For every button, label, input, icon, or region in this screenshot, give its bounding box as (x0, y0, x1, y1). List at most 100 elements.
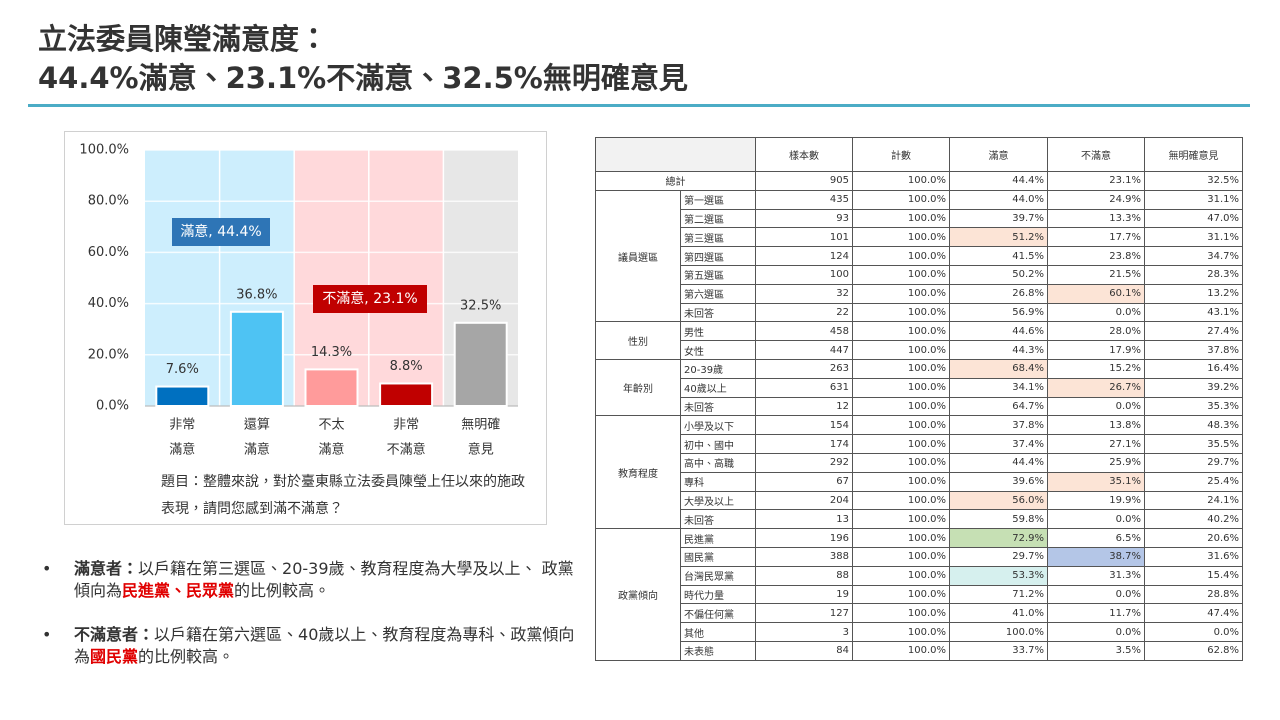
group-label: 年齡別 (595, 358, 681, 417)
table-row: 國民黨 388 100.0% 29.7% 38.7% 31.6% (596, 546, 1243, 567)
bar (379, 382, 434, 407)
cell: 29.7% (1144, 452, 1243, 473)
row-label: 第五選區 (680, 264, 756, 285)
bullet-text: 的比例較高。 (234, 581, 331, 600)
value-label: 32.5% (460, 298, 501, 313)
cell: 37.8% (1144, 340, 1243, 360)
x-tick-label: 非常 (393, 418, 419, 433)
table-row: 初中、國中 174 100.0% 37.4% 27.1% 35.5% (596, 434, 1243, 454)
cell: 0.0% (1047, 622, 1145, 642)
cell: 26.7% (1047, 377, 1145, 398)
cell: 51.2% (949, 227, 1048, 248)
cell: 44.0% (949, 189, 1048, 210)
bar (155, 385, 210, 408)
bullet-list: 滿意者：以戶籍在第三選區、20-39歲、教育程度為大學及以上、 政黨傾向為民進黨… (42, 558, 582, 690)
cell: 3.5% (1047, 640, 1145, 661)
row-label: 第六選區 (680, 283, 756, 304)
cell: 0.0% (1144, 622, 1243, 642)
row-label: 第二選區 (680, 208, 756, 229)
cell: 27.1% (1047, 434, 1145, 454)
table-row: 第五選區 100 100.0% 50.2% 21.5% 28.3% (596, 264, 1243, 285)
cell: 44.6% (949, 321, 1048, 342)
cell: 21.5% (1047, 264, 1145, 285)
total-row: 總計 905 100.0% 44.4% 23.1% 32.5% (595, 171, 1243, 191)
cell: 41.5% (949, 246, 1048, 266)
annotation: 不滿意, 23.1% (322, 290, 417, 307)
row-label: 未回答 (680, 509, 756, 530)
value-label: 36.8% (236, 287, 277, 302)
cell: 84 (755, 640, 853, 661)
table-row: 未表態 84 100.0% 33.7% 3.5% 62.8% (596, 640, 1243, 661)
table-row: 女性 447 100.0% 44.3% 17.9% 37.8% (596, 340, 1243, 360)
cell: 72.9% (949, 528, 1048, 548)
cell: 17.7% (1047, 227, 1145, 248)
cell: 100.0% (852, 358, 950, 379)
cell: 13.2% (1144, 283, 1243, 304)
y-tick-label: 80.0% (88, 194, 129, 209)
row-label: 女性 (680, 340, 756, 360)
row-label: 高中、高職 (680, 452, 756, 473)
bullet-item: 滿意者：以戶籍在第三選區、20-39歲、教育程度為大學及以上、 政黨傾向為民進黨… (42, 558, 582, 602)
cell: 154 (755, 415, 853, 436)
cell: 11.7% (1047, 603, 1145, 624)
cell: 631 (755, 377, 853, 398)
group-label: 議員選區 (595, 189, 681, 323)
cell: 100.0% (852, 434, 950, 454)
value-label: 7.6% (166, 362, 199, 377)
cell: 41.0% (949, 603, 1048, 624)
table-row: 未回答 22 100.0% 56.9% 0.0% 43.1% (596, 302, 1243, 323)
row-label: 未回答 (680, 302, 756, 323)
cell: 100 (755, 264, 853, 285)
cell: 62.8% (1144, 640, 1243, 661)
cell: 33.7% (949, 640, 1048, 661)
row-label: 時代力量 (680, 584, 756, 605)
category-band (145, 150, 220, 406)
cell: 263 (755, 358, 853, 379)
table-row: 專科 67 100.0% 39.6% 35.1% 25.4% (596, 471, 1243, 492)
cell: 16.4% (1144, 358, 1243, 379)
cell: 93 (755, 208, 853, 229)
header-cell: 計數 (852, 137, 950, 172)
cell: 34.1% (949, 377, 1048, 398)
table-row: 其他 3 100.0% 100.0% 0.0% 0.0% (596, 622, 1243, 642)
table-row: 性別 男性 458 100.0% 44.6% 28.0% 27.4% (595, 321, 1243, 360)
cell: 50.2% (949, 264, 1048, 285)
cell: 100.0% (949, 622, 1048, 642)
cell: 100.0% (852, 283, 950, 304)
cell: 67 (755, 471, 853, 492)
cell: 19 (755, 584, 853, 605)
row-label: 第三選區 (680, 227, 756, 248)
cell: 44.3% (949, 340, 1048, 360)
x-tick-label: 滿意 (244, 442, 270, 458)
row-label: 第一選區 (680, 189, 756, 210)
cell: 31.1% (1144, 189, 1243, 210)
cell: 25.9% (1047, 452, 1145, 473)
header-cell: 無明確意見 (1144, 137, 1243, 172)
cell: 447 (755, 340, 853, 360)
y-tick-label: 20.0% (88, 347, 129, 362)
cell: 100.0% (852, 227, 950, 248)
cell: 29.7% (949, 546, 1048, 567)
cell: 100.0% (852, 302, 950, 323)
row-label: 第四選區 (680, 246, 756, 266)
cell: 60.1% (1047, 283, 1145, 304)
cell: 27.4% (1144, 321, 1243, 342)
cell: 32 (755, 283, 853, 304)
value-label: 8.8% (390, 359, 423, 374)
row-label: 20-39歲 (680, 358, 756, 379)
annotation-box (172, 218, 270, 246)
cell: 100.0% (852, 509, 950, 530)
table-row: 時代力量 19 100.0% 71.2% 0.0% 28.8% (596, 584, 1243, 605)
cell: 35.5% (1144, 434, 1243, 454)
table-row: 第六選區 32 100.0% 26.8% 60.1% 13.2% (596, 283, 1243, 304)
x-tick-label: 不滿意 (387, 442, 426, 458)
cell: 0.0% (1047, 509, 1145, 530)
cell: 100.0% (852, 321, 950, 342)
cell: 44.4% (949, 452, 1048, 473)
row-label: 40歲以上 (680, 377, 756, 398)
table-row: 未回答 12 100.0% 64.7% 0.0% 35.3% (596, 396, 1243, 417)
x-tick-label: 滿意 (318, 442, 344, 458)
cell: 39.6% (949, 471, 1048, 492)
